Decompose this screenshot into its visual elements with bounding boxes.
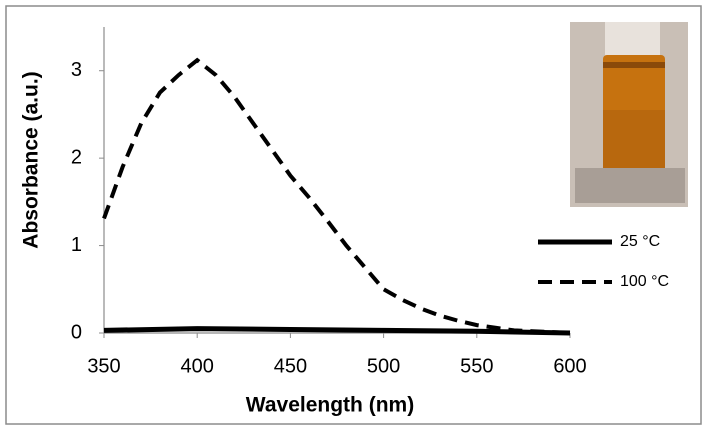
line — [103, 326, 571, 336]
x-tick-label: 500 — [367, 355, 400, 377]
x-tick-label: 600 — [553, 355, 586, 377]
x-tick-label: 550 — [460, 355, 493, 377]
legend-label: 25 °C — [620, 233, 660, 250]
y-tick-label: 1 — [71, 234, 82, 256]
y-axis-label: Absorbance (a.u.) — [20, 71, 43, 248]
x-tick-label: 400 — [181, 355, 214, 377]
y-tick-label: 0 — [71, 321, 82, 343]
x-tick-label: 450 — [274, 355, 307, 377]
legend-label: 100 °C — [620, 273, 669, 290]
y-tick-label: 3 — [71, 59, 82, 81]
line — [102, 57, 571, 335]
y-tick-label: 2 — [71, 146, 82, 168]
x-axis-label: Wavelength (nm) — [246, 394, 414, 417]
x-tick-label: 350 — [87, 355, 120, 377]
photo-inset — [570, 22, 688, 207]
